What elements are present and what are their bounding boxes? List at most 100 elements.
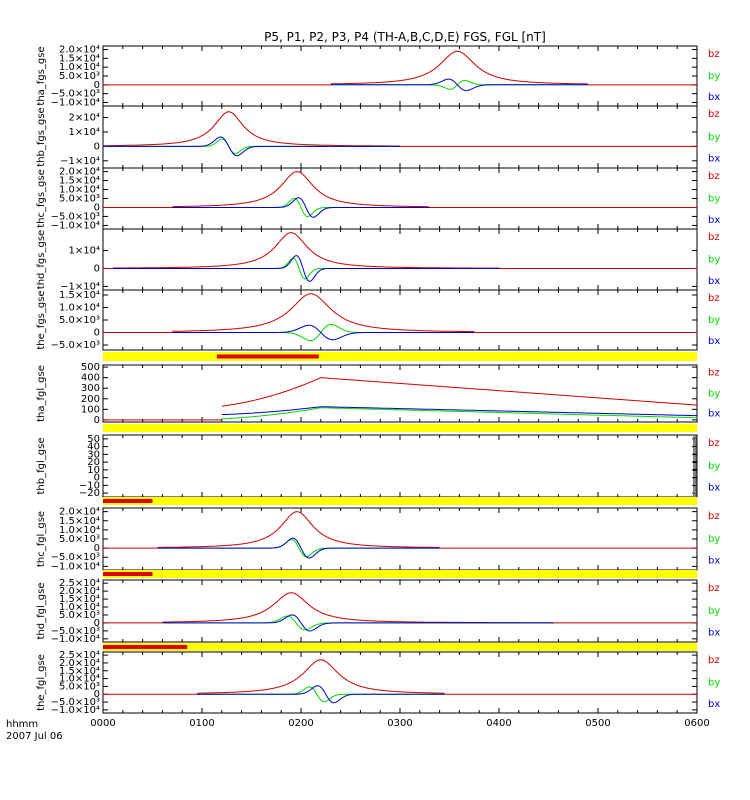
series-bx [172,197,430,218]
legend-bz: bz [708,655,720,666]
y-tick-label: 0 [94,415,100,426]
panel-frame [102,228,698,291]
legend-bx: bx [708,215,720,226]
legend-bz: bz [708,109,720,120]
y-tick-label: −5.0×10³ [51,340,100,351]
status-bar-red [216,354,319,359]
series-bx [172,324,475,341]
y-tick-label: 1.0×10⁴ [59,185,100,196]
status-bar-red [103,499,153,503]
y-tick-label: 0 [94,141,100,152]
y-axis-title: the_fgl_gse [36,654,47,711]
series-bx [112,255,499,282]
legend-by: by [708,678,720,689]
panel-thb_fgs_gse: 2×10⁴ 1×10⁴ 0 −1×10⁴ thb_fgs_gse bz by bx [36,105,720,169]
status-bar-red [103,572,153,576]
legend-bz: bz [708,49,720,60]
y-tick-label: −5.0×10³ [51,697,100,708]
y-tick-label: 10 [87,465,100,476]
panel-frame [102,45,698,107]
y-tick-label: 0 [94,618,100,629]
y-tick-label: 30 [87,449,100,460]
chart-title: P5, P1, P2, P3, P4 (TH-A,B,C,D,E) FGS, F… [264,30,546,44]
series-bz [172,293,475,333]
y-tick-label: 20 [87,457,100,468]
y-tick-label: 1.5×10⁴ [59,594,100,605]
y-tick-label: −1×10⁴ [60,281,100,292]
status-bars-layer [103,352,697,651]
series-bz [330,50,589,85]
legend-bx: bx [708,699,720,710]
status-bar-yellow [103,570,697,578]
status-bar-yellow [103,643,697,651]
y-tick-label: 0 [94,689,100,700]
x-tick-label: 0000 [90,718,115,729]
legend-bx: bx [708,92,720,103]
y-tick-label: 1.0×10⁴ [59,602,100,613]
y-tick-label: 1.0×10⁴ [59,62,100,73]
status-bar-yellow [103,352,697,361]
y-tick-label: −1.0×10⁴ [51,561,100,572]
status-bar [103,352,697,361]
series-bx [330,78,589,92]
y-tick-label: 1.5×10⁴ [59,666,100,677]
x-tick-label: 0500 [585,718,610,729]
legend-bx: bx [708,556,720,567]
series-bz [157,511,440,548]
y-axis-title: thd_fgl_gse [36,583,47,640]
y-tick-label: 40 [87,442,100,453]
y-tick-label: 1.5×10⁴ [59,290,100,301]
y-tick-label: −1.0×10⁴ [51,705,100,716]
legend-bz: bz [708,232,720,243]
y-tick-label: 0 [94,263,100,274]
legend-by: by [708,315,720,326]
y-tick-label: 1.0×10⁴ [59,674,100,685]
legend-bx: bx [708,276,720,287]
x-tick-label: 0600 [684,718,709,729]
y-tick-label: 1.5×10⁴ [59,516,100,527]
y-tick-label: −5.0×10³ [51,552,100,563]
y-tick-label: 50 [87,434,100,445]
legend-by: by [708,132,720,143]
y-tick-label: 2.5×10⁴ [59,650,100,661]
x-tick-label: 0300 [387,718,412,729]
series-bx [157,537,440,559]
y-tick-label: 5.0×10³ [59,71,100,82]
y-axis-title: thb_fgl_gse [36,438,47,495]
status-bar [103,497,697,505]
y-tick-label: 2×10⁴ [69,113,100,124]
y-tick-label: 2.0×10⁴ [59,586,100,597]
series-bz [172,171,430,208]
legend-bx: bx [708,408,720,419]
status-bar-yellow [103,424,697,432]
series-bx [162,614,554,632]
panel-thd_fgl_gse: 2.5×10⁴2.0×10⁴1.5×10⁴1.0×10⁴5.0×10³0−5.0… [36,578,720,645]
legend-by: by [708,71,720,82]
panel-thc_fgl_gse: 2.0×10⁴1.5×10⁴1.0×10⁴5.0×10³0−5.0×10³−1.… [36,507,720,573]
y-tick-label: 5.0×10³ [59,194,100,205]
y-tick-label: 1×10⁴ [69,127,100,138]
y-tick-label: 400 [81,373,100,384]
y-tick-label: 0 [94,473,100,484]
y-tick-label: 2.0×10⁴ [59,167,100,178]
status-bar-yellow [103,497,697,505]
panel-frame [102,105,698,169]
panel-the_fgl_gse: 2.5×10⁴2.0×10⁴1.5×10⁴1.0×10⁴5.0×10³0−5.0… [36,650,720,716]
legend-by: by [708,534,720,545]
legend-bx: bx [708,628,720,639]
y-tick-label: 2.5×10⁴ [59,578,100,589]
legend-bz: bz [708,583,720,594]
y-tick-label: 2.0×10⁴ [59,507,100,518]
panels-layer: 2.0×10⁴1.5×10⁴1.0×10⁴5.0×10³0−5.0×10³−1.… [36,45,720,716]
panel-frame [102,651,698,714]
y-tick-label: 100 [81,404,100,415]
legend-by: by [708,389,720,400]
series-by [221,407,698,420]
y-tick-label: 1×10⁴ [69,246,100,257]
y-tick-label: 0 [94,328,100,339]
y-tick-label: 1.5×10⁴ [59,53,100,64]
y-tick-label: −1×10⁴ [60,156,100,167]
